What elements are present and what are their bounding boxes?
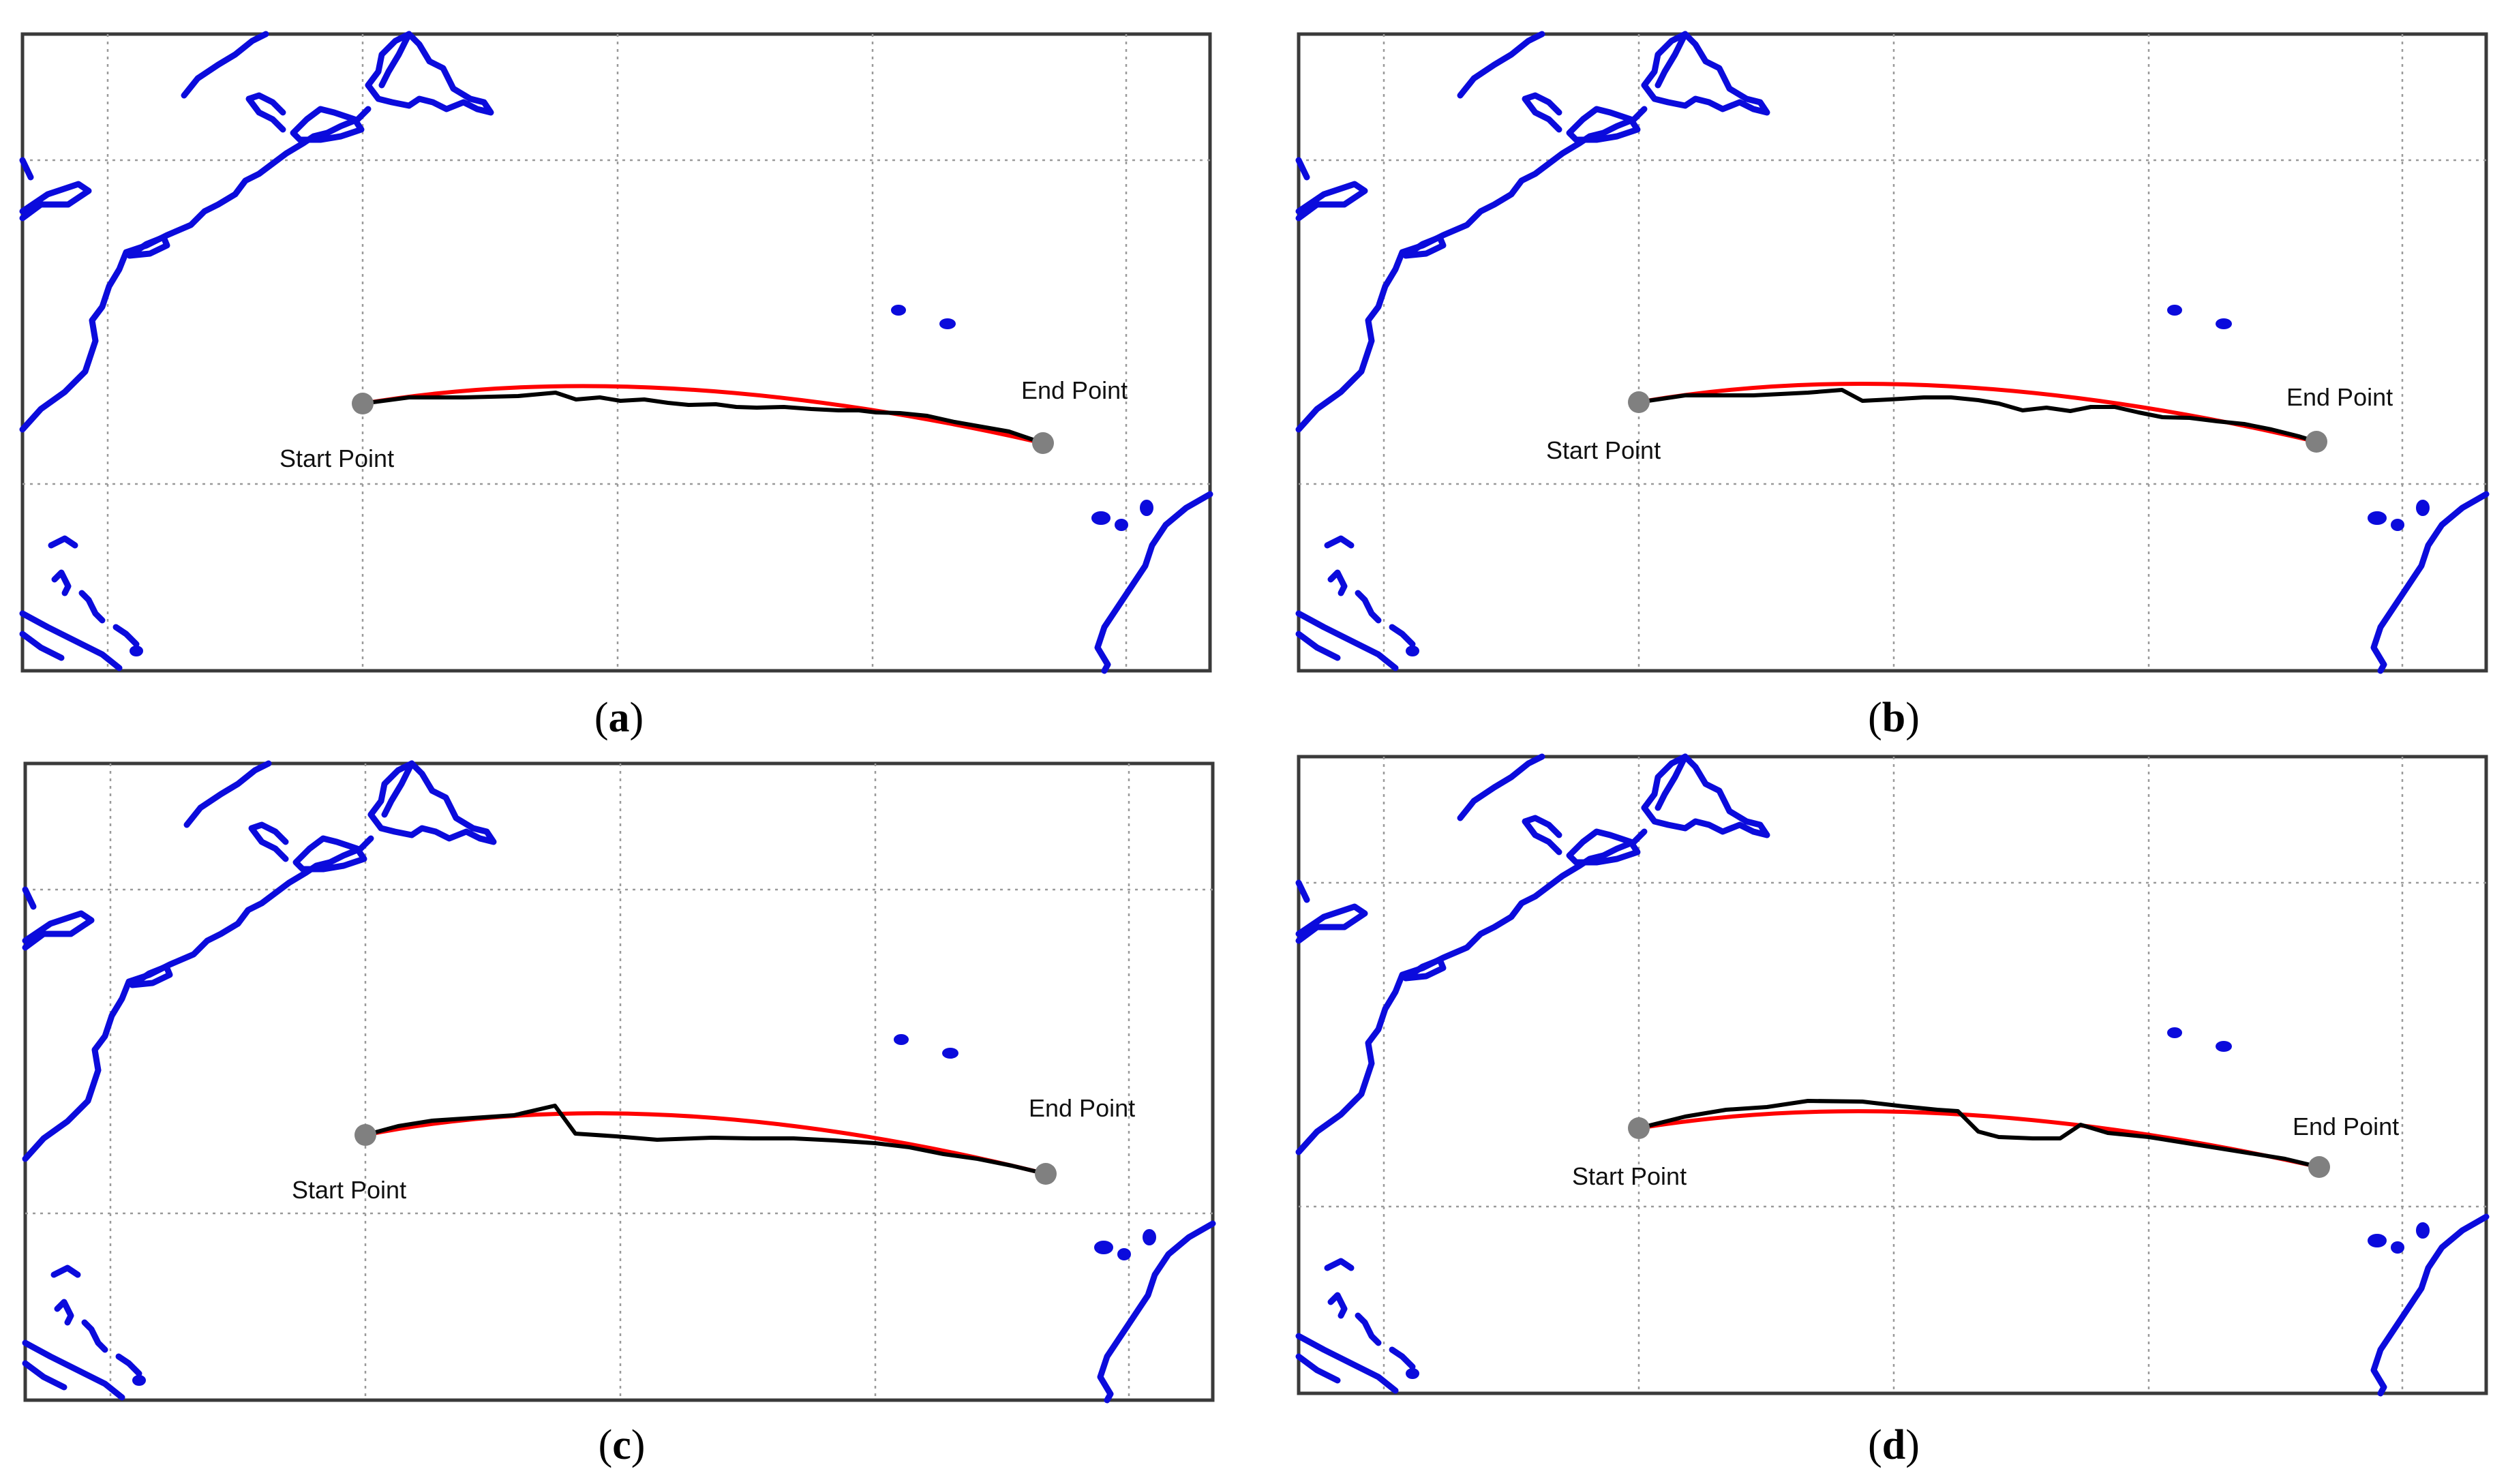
islands	[1406, 1027, 2430, 1379]
end-point-marker	[1032, 432, 1054, 454]
map-frame	[1297, 32, 2488, 673]
start-point-label: Start Point	[1572, 1162, 1687, 1190]
map-b: Start Point End Point	[1295, 31, 2490, 674]
map-c: Start Point End Point	[22, 760, 1216, 1404]
optimized-route	[1638, 388, 2317, 444]
optimized-route	[1638, 1099, 2320, 1169]
start-point-marker	[354, 1124, 376, 1146]
islands	[132, 1034, 1156, 1386]
end-point-label: End Point	[1029, 1094, 1135, 1122]
end-point-marker	[1035, 1163, 1057, 1185]
start-point-marker	[1628, 391, 1650, 413]
map-frame	[23, 761, 1215, 1402]
end-point-marker	[2308, 1156, 2330, 1178]
graticule	[1299, 34, 2486, 671]
start-point-label: Start Point	[292, 1176, 406, 1204]
coastlines	[1295, 31, 2490, 674]
map-frame	[1297, 755, 2488, 1395]
graticule	[1299, 757, 2486, 1393]
start-point-marker	[1628, 1117, 1650, 1139]
optimized-route	[362, 391, 1044, 445]
optimized-route	[365, 1104, 1046, 1176]
end-point-label: End Point	[1021, 376, 1128, 404]
islands	[1406, 305, 2430, 656]
graticule	[25, 763, 1213, 1400]
coastlines	[22, 760, 1216, 1404]
end-point-label: End Point	[2286, 383, 2393, 411]
start-point-marker	[352, 393, 374, 414]
great-circle-route	[365, 1111, 1046, 1176]
panel-caption: (b)	[1868, 695, 1920, 741]
start-point-label: Start Point	[1546, 436, 1661, 464]
coastlines	[19, 31, 1213, 674]
great-circle-route	[362, 384, 1044, 445]
islands	[130, 305, 1153, 656]
start-point-label: Start Point	[279, 444, 394, 472]
panel-caption: (d)	[1868, 1422, 1920, 1468]
map-d: Start Point End Point	[1295, 753, 2490, 1397]
panel-caption: (a)	[594, 695, 644, 741]
map-frame	[20, 32, 1212, 673]
map-a: Start Point End Point	[19, 31, 1213, 674]
end-point-marker	[2306, 431, 2327, 453]
graticule	[22, 34, 1210, 671]
panel-caption: (c)	[598, 1422, 646, 1468]
coastlines	[1295, 753, 2490, 1397]
end-point-label: End Point	[2293, 1112, 2399, 1140]
